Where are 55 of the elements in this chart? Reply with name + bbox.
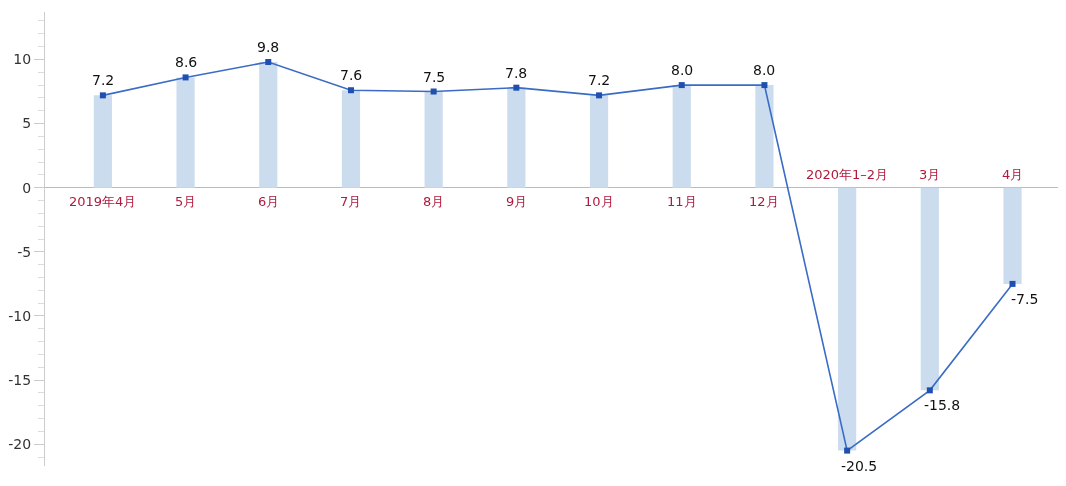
data-label: 9.8 (257, 39, 280, 55)
point (678, 82, 685, 89)
bar (259, 62, 278, 188)
point (182, 74, 189, 81)
bar (507, 87, 526, 188)
x-tick-label: 5月 (175, 194, 197, 209)
data-label: -15.8 (924, 397, 961, 413)
point (596, 92, 603, 99)
data-label: 8.0 (671, 62, 694, 78)
y-tick-label: 10 (13, 51, 32, 68)
y-tick-label: -5 (17, 243, 32, 260)
data-label: 7.8 (505, 65, 528, 81)
x-tick-label: 10月 (584, 194, 614, 209)
point (761, 82, 768, 89)
point (844, 447, 851, 454)
x-tick-label: 2019年4月 (69, 194, 137, 209)
data-label: 7.2 (588, 72, 611, 88)
x-tick-label: 8月 (423, 194, 445, 209)
point (926, 387, 933, 394)
y-tick-label: 0 (22, 179, 32, 196)
bar (672, 85, 691, 188)
bar (93, 95, 112, 188)
x-tick-label: 7月 (340, 194, 362, 209)
bar (1003, 187, 1022, 284)
bar (424, 91, 443, 188)
data-label: 7.5 (423, 69, 446, 85)
bar (920, 187, 939, 391)
bar (589, 95, 609, 188)
data-label: 8.0 (753, 62, 776, 78)
x-tick-label: 6月 (258, 194, 280, 209)
bar (755, 85, 774, 188)
y-tick-label: -10 (8, 307, 32, 324)
bar (176, 77, 195, 188)
x-tick-label: 12月 (749, 194, 779, 209)
data-label: 8.6 (175, 54, 198, 70)
data-label: -7.5 (1011, 291, 1039, 307)
y-tick-label: 5 (22, 115, 32, 132)
point (513, 84, 520, 91)
x-tick-label: 11月 (667, 194, 697, 209)
point (347, 87, 354, 94)
x-tick-label: 4月 (1002, 167, 1024, 182)
data-label: -20.5 (841, 458, 878, 474)
point (99, 92, 106, 99)
bar (341, 90, 361, 188)
point (1009, 280, 1016, 287)
bar (838, 187, 857, 451)
x-tick-label: 2020年1–2月 (806, 167, 889, 182)
x-tick-label: 9月 (506, 194, 528, 209)
y-tick-label: -20 (8, 436, 32, 453)
x-tick-label: 3月 (919, 167, 941, 182)
point (430, 88, 437, 95)
data-label: 7.6 (340, 67, 363, 83)
y-tick-label: -15 (8, 371, 32, 388)
point (265, 59, 272, 66)
data-label: 7.2 (92, 72, 115, 88)
